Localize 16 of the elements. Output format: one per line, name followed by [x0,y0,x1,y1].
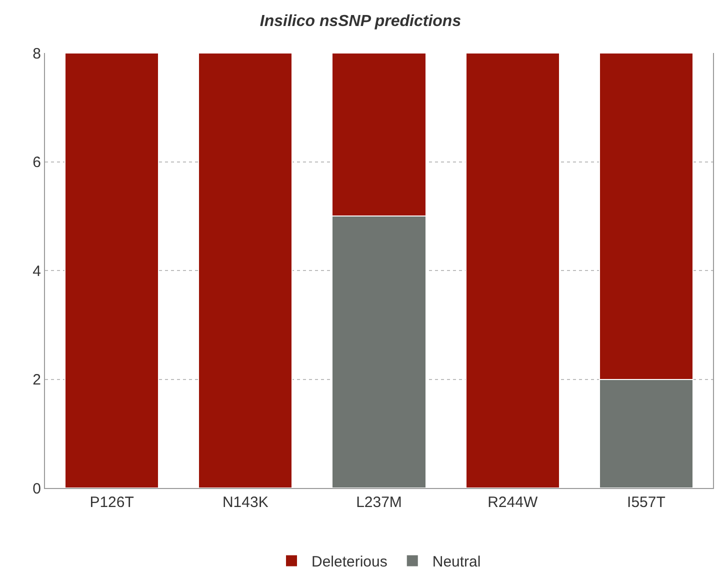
bar [198,53,293,488]
x-tick-label: N143K [222,494,268,511]
legend-label: Neutral [432,554,481,571]
x-tick-label: P126T [90,494,134,511]
x-tick-label: I557T [627,494,666,511]
y-tick-label: 2 [32,372,41,388]
chart-title: Insilico nsSNP predictions [260,12,462,30]
x-tick-label: R244W [488,494,538,511]
bar [64,53,160,488]
bar [465,53,560,488]
y-tick-label: 0 [32,480,41,498]
y-tick-label: 4 [32,262,41,280]
legend-label: Deleterious [312,554,388,571]
x-tick-label: L237M [356,494,402,511]
y-tick-label: 8 [32,45,41,62]
y-tick-label: 6 [32,154,41,171]
